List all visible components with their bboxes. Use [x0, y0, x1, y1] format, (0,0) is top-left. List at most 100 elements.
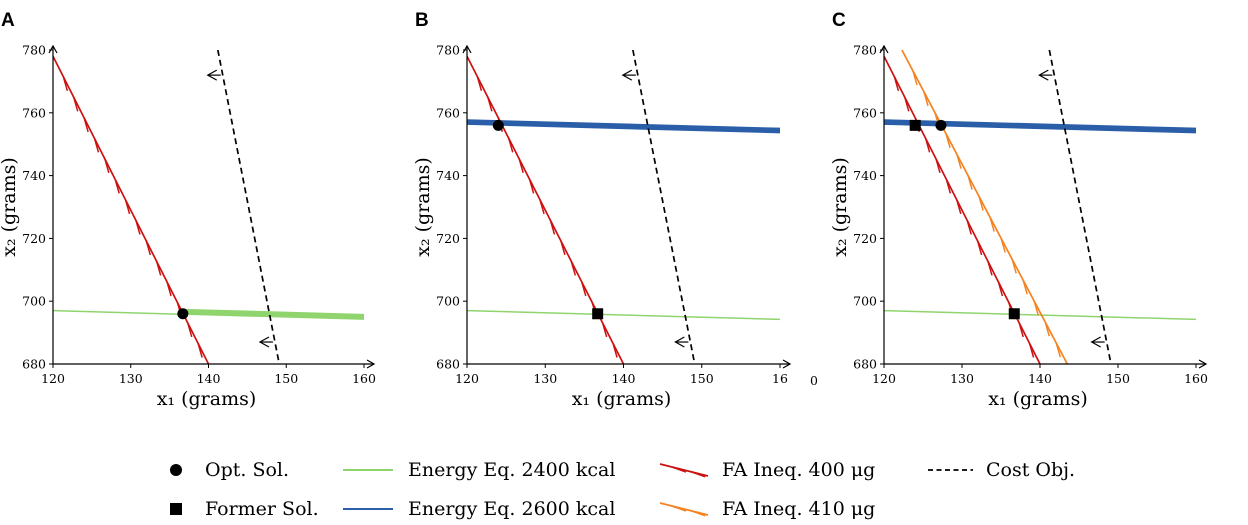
- y-axis-label: x₂ (grams): [412, 157, 434, 257]
- legend-item-former-sol: Former Sol.: [170, 498, 319, 520]
- fa-ineq-400-g-hatch: [135, 220, 141, 235]
- legend-item-energy-eq-2400-kcal: Energy Eq. 2400 kcal: [343, 459, 615, 481]
- fa-ineq-410-g-hatch: [978, 196, 984, 211]
- fa-ineq-400-g-hatch: [956, 199, 962, 215]
- legend-square-symbol: [170, 503, 182, 515]
- fa-ineq-400-g-hatch: [155, 261, 162, 276]
- legend-ineq-hatch: [690, 471, 706, 478]
- panel-letter: C: [832, 10, 846, 31]
- energy-eq-2400-kcal-line: [884, 309, 1196, 321]
- y-axis-arrow: [879, 44, 889, 54]
- y-tick-label: 740: [22, 168, 46, 183]
- fa-ineq-400-g-hatch: [997, 281, 1004, 297]
- y-tick-label: 760: [436, 105, 460, 120]
- fa-ineq-400-g-hatch: [145, 240, 152, 256]
- x-tick-label: 130: [119, 371, 143, 386]
- chart-panel-b: B 120 130 140 150 16 680 700 720 740 760 780 0 x₁ (gr…: [412, 10, 818, 410]
- legend-item-energy-eq-2600-kcal: Energy Eq. 2600 kcal: [343, 498, 615, 520]
- plot-area: [467, 50, 780, 364]
- panel-letter: B: [415, 10, 429, 31]
- y-tick-label: 700: [853, 294, 877, 309]
- x-axis-arrow: [366, 359, 376, 369]
- y-tick-label: 740: [436, 168, 460, 183]
- fa-ineq-400-g-hatch: [197, 343, 203, 358]
- legend-ineq-hatch: [690, 510, 706, 517]
- y-tick-label: 680: [436, 357, 460, 372]
- former-solution-marker: [1008, 308, 1020, 320]
- legend: Opt. Sol. Former Sol. Energy Eq. 2400 kcal…: [170, 459, 1075, 520]
- fa-ineq-410-g-hatch: [989, 217, 995, 232]
- optimal-solution-marker: [177, 308, 189, 320]
- fa-ineq-400-g-hatch: [73, 97, 79, 112]
- legend-ineq-hatch: [671, 505, 687, 512]
- x-axis-arrow: [782, 359, 792, 369]
- y-tick-label: 720: [22, 231, 46, 246]
- energy-eq-2600-kcal-band: [884, 119, 1196, 134]
- fa-ineq-410-g-hatch: [1011, 259, 1017, 274]
- fa-ineq-400-g-hatch: [966, 220, 972, 235]
- y-axis-label: x₂ (grams): [829, 157, 851, 257]
- fa-ineq-400-g-hatch: [518, 158, 524, 174]
- legend-circle-symbol: [170, 464, 182, 476]
- fa-ineq-410-g-hatch: [923, 91, 929, 107]
- fa-ineq-400-g-hatch: [612, 343, 618, 358]
- legend-label: FA Ineq. 410 μg: [722, 498, 875, 520]
- fa-ineq-410-g-hatch: [1044, 321, 1050, 337]
- x-tick-label: 140: [1028, 371, 1052, 386]
- y-axis-arrow: [48, 44, 58, 54]
- fa-ineq-400-g-hatch: [924, 138, 931, 153]
- x-tick-label: 140: [612, 371, 636, 386]
- optimal-solution-marker: [492, 119, 504, 131]
- fa-ineq-400-g-hatch: [549, 220, 556, 235]
- x-tick-label: 150: [690, 371, 714, 386]
- fa-ineq-400-g-hatch: [83, 117, 89, 133]
- legend-label: Cost Obj.: [986, 459, 1075, 481]
- legend-ineq-hatch: [671, 466, 687, 473]
- fa-ineq-400-g-hatch: [62, 76, 69, 92]
- y-tick-label: 680: [22, 357, 46, 372]
- legend-label: Energy Eq. 2600 kcal: [408, 498, 615, 520]
- energy-eq-2400-kcal-band: [184, 308, 364, 320]
- x-tick-label: 130: [950, 371, 974, 386]
- legend-label: Former Sol.: [205, 498, 319, 520]
- legend-ineq-line: [659, 502, 709, 516]
- panel-letter: A: [1, 10, 15, 31]
- x-tick-label: 16: [772, 371, 788, 386]
- fa-ineq-400-g-hatch: [935, 158, 941, 174]
- x-tick-label: 120: [872, 371, 896, 386]
- cost-direction-arrowhead: [206, 69, 218, 81]
- x-axis-label: x₁ (grams): [988, 388, 1088, 410]
- former-solution-marker: [592, 308, 604, 320]
- energy-eq-2400-kcal-line: [467, 309, 780, 321]
- fa-ineq-400-g-hatch: [893, 76, 900, 92]
- fa-ineq-400-g-hatch: [601, 322, 608, 338]
- y-tick-label: 700: [436, 294, 460, 309]
- fa-ineq-400-g-hatch: [487, 97, 493, 112]
- x-tick-label: 160: [1184, 371, 1208, 386]
- x-axis-label: x₁ (grams): [157, 388, 257, 410]
- fa-ineq-410-g-hatch: [956, 154, 962, 169]
- optimal-solution-marker: [935, 119, 947, 131]
- fa-ineq-400-g-hatch: [581, 281, 587, 297]
- x-tick-label: 140: [197, 371, 221, 386]
- fa-ineq-410-g-line: [901, 50, 1069, 364]
- y-tick-label: 720: [436, 231, 460, 246]
- fa-ineq-400-g-hatch: [528, 179, 535, 194]
- y-tick-label: 680: [853, 357, 877, 372]
- chart-panel-a: A 120 130 140 150 160 680 700 720 740 760 780 x₁ (gr…: [0, 10, 376, 410]
- fa-ineq-400-g-hatch: [945, 179, 952, 194]
- x-tick-label: 120: [41, 371, 65, 386]
- fa-ineq-400-g-hatch: [476, 76, 483, 92]
- y-tick-label: 760: [853, 105, 877, 120]
- y-axis-arrow: [462, 44, 472, 54]
- cost-direction-arrowhead: [674, 336, 685, 348]
- cost-objective-line: [216, 50, 281, 364]
- fa-ineq-400-g-hatch: [570, 261, 577, 276]
- x-axis-arrow: [1198, 359, 1208, 369]
- fa-ineq-400-g-hatch: [976, 240, 983, 256]
- plot-area: [53, 50, 364, 364]
- x-tick-label: 130: [533, 371, 557, 386]
- cost-direction-arrowhead: [1038, 69, 1049, 81]
- legend-item-fa-ineq-400-g: FA Ineq. 400 μg: [659, 459, 875, 481]
